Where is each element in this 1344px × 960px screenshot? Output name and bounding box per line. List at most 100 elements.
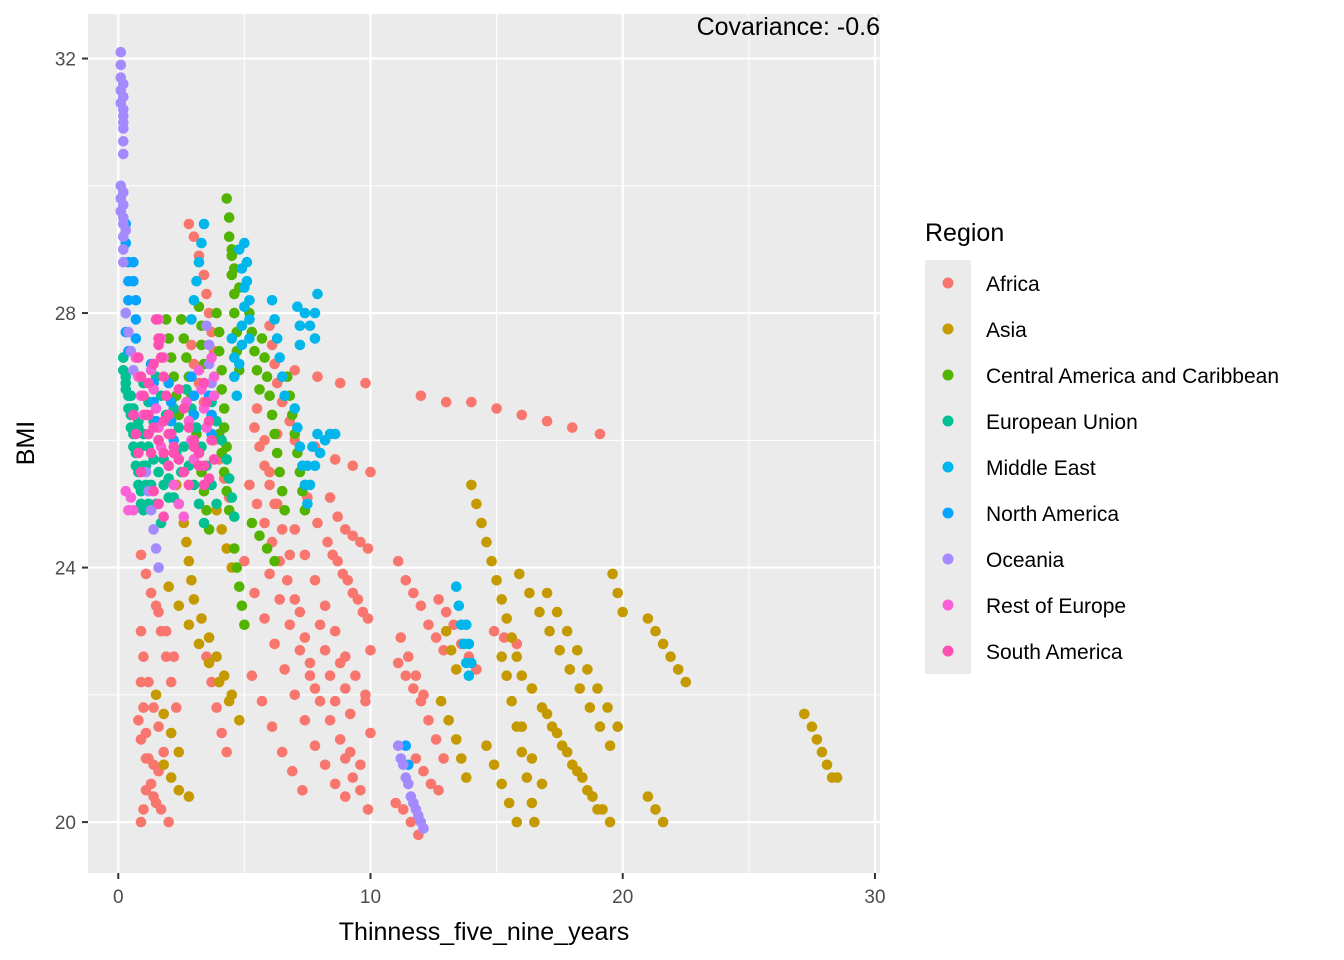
data-point [582, 664, 593, 675]
data-point [183, 479, 195, 491]
data-point [208, 371, 220, 383]
data-point [183, 791, 195, 802]
data-point [471, 498, 482, 510]
data-point [438, 753, 449, 764]
data-point [165, 676, 177, 688]
data-point [135, 734, 147, 745]
data-point [541, 415, 553, 427]
data-point [312, 288, 323, 300]
data-point [120, 225, 132, 236]
data-point [201, 396, 212, 408]
data-point [334, 734, 346, 745]
data-point [198, 517, 210, 529]
series-asia [150, 479, 843, 828]
data-point [604, 740, 616, 751]
data-point [211, 498, 222, 510]
data-point [150, 314, 162, 325]
data-point [181, 352, 192, 363]
data-point [115, 59, 127, 71]
data-point [332, 511, 344, 522]
data-point [208, 390, 220, 402]
data-point [246, 670, 258, 681]
data-point [216, 727, 227, 739]
data-point [206, 435, 217, 446]
data-point [408, 587, 419, 599]
data-point [143, 676, 154, 688]
data-point [256, 333, 268, 344]
data-point [158, 371, 169, 383]
data-point [511, 816, 523, 828]
data-point [304, 670, 316, 681]
data-point [274, 352, 286, 363]
data-point [173, 384, 185, 395]
data-point [148, 702, 159, 713]
data-point [211, 307, 222, 319]
data-point [294, 441, 306, 453]
data-point [592, 804, 603, 815]
data-point [282, 575, 293, 586]
data-point [491, 575, 502, 586]
data-point [203, 632, 215, 643]
data-point [501, 670, 512, 681]
data-point [355, 785, 366, 796]
data-point [503, 797, 515, 809]
data-point [186, 371, 197, 383]
data-point [231, 562, 243, 573]
data-point [425, 778, 437, 790]
data-point [123, 326, 134, 338]
data-point [287, 765, 298, 777]
data-point [251, 498, 263, 510]
data-point [665, 651, 676, 662]
data-point [400, 575, 412, 586]
legend-title: Region [925, 219, 1004, 247]
data-point [329, 778, 341, 790]
data-point [160, 390, 172, 402]
data-point [309, 575, 321, 586]
data-point [274, 594, 286, 605]
data-point [284, 549, 296, 561]
data-point [430, 734, 442, 745]
data-point [392, 657, 404, 669]
data-point [536, 778, 548, 790]
data-point [198, 460, 210, 472]
data-point [259, 460, 270, 472]
data-point [191, 422, 202, 433]
data-point [443, 715, 455, 726]
data-point [160, 651, 172, 662]
x-tick-label: 30 [864, 887, 885, 908]
data-point [198, 377, 210, 389]
data-point [133, 479, 144, 491]
data-point [526, 683, 538, 694]
data-point [150, 543, 162, 554]
legend-label: Middle East [986, 457, 1096, 480]
legend-item: Oceania [942, 549, 1065, 572]
data-point [140, 568, 152, 580]
data-point [165, 352, 177, 363]
data-point [496, 778, 508, 790]
data-point [438, 645, 449, 656]
data-point [130, 295, 142, 306]
data-point [289, 403, 301, 414]
data-point [463, 638, 475, 650]
data-point [229, 543, 240, 554]
data-point [120, 377, 132, 389]
data-point [357, 606, 369, 618]
data-point [183, 218, 195, 230]
data-point [314, 695, 326, 707]
data-point [178, 403, 190, 414]
data-point [584, 702, 596, 713]
data-point [251, 365, 263, 376]
data-point [128, 275, 139, 287]
data-point [160, 314, 172, 325]
data-point [314, 447, 326, 459]
data-point [551, 727, 563, 739]
data-point [529, 816, 540, 828]
data-point [312, 371, 323, 383]
data-point [138, 390, 149, 402]
data-point [163, 581, 174, 592]
data-point [392, 740, 404, 751]
data-point [118, 78, 129, 90]
data-point [216, 524, 227, 535]
data-point [193, 638, 205, 650]
